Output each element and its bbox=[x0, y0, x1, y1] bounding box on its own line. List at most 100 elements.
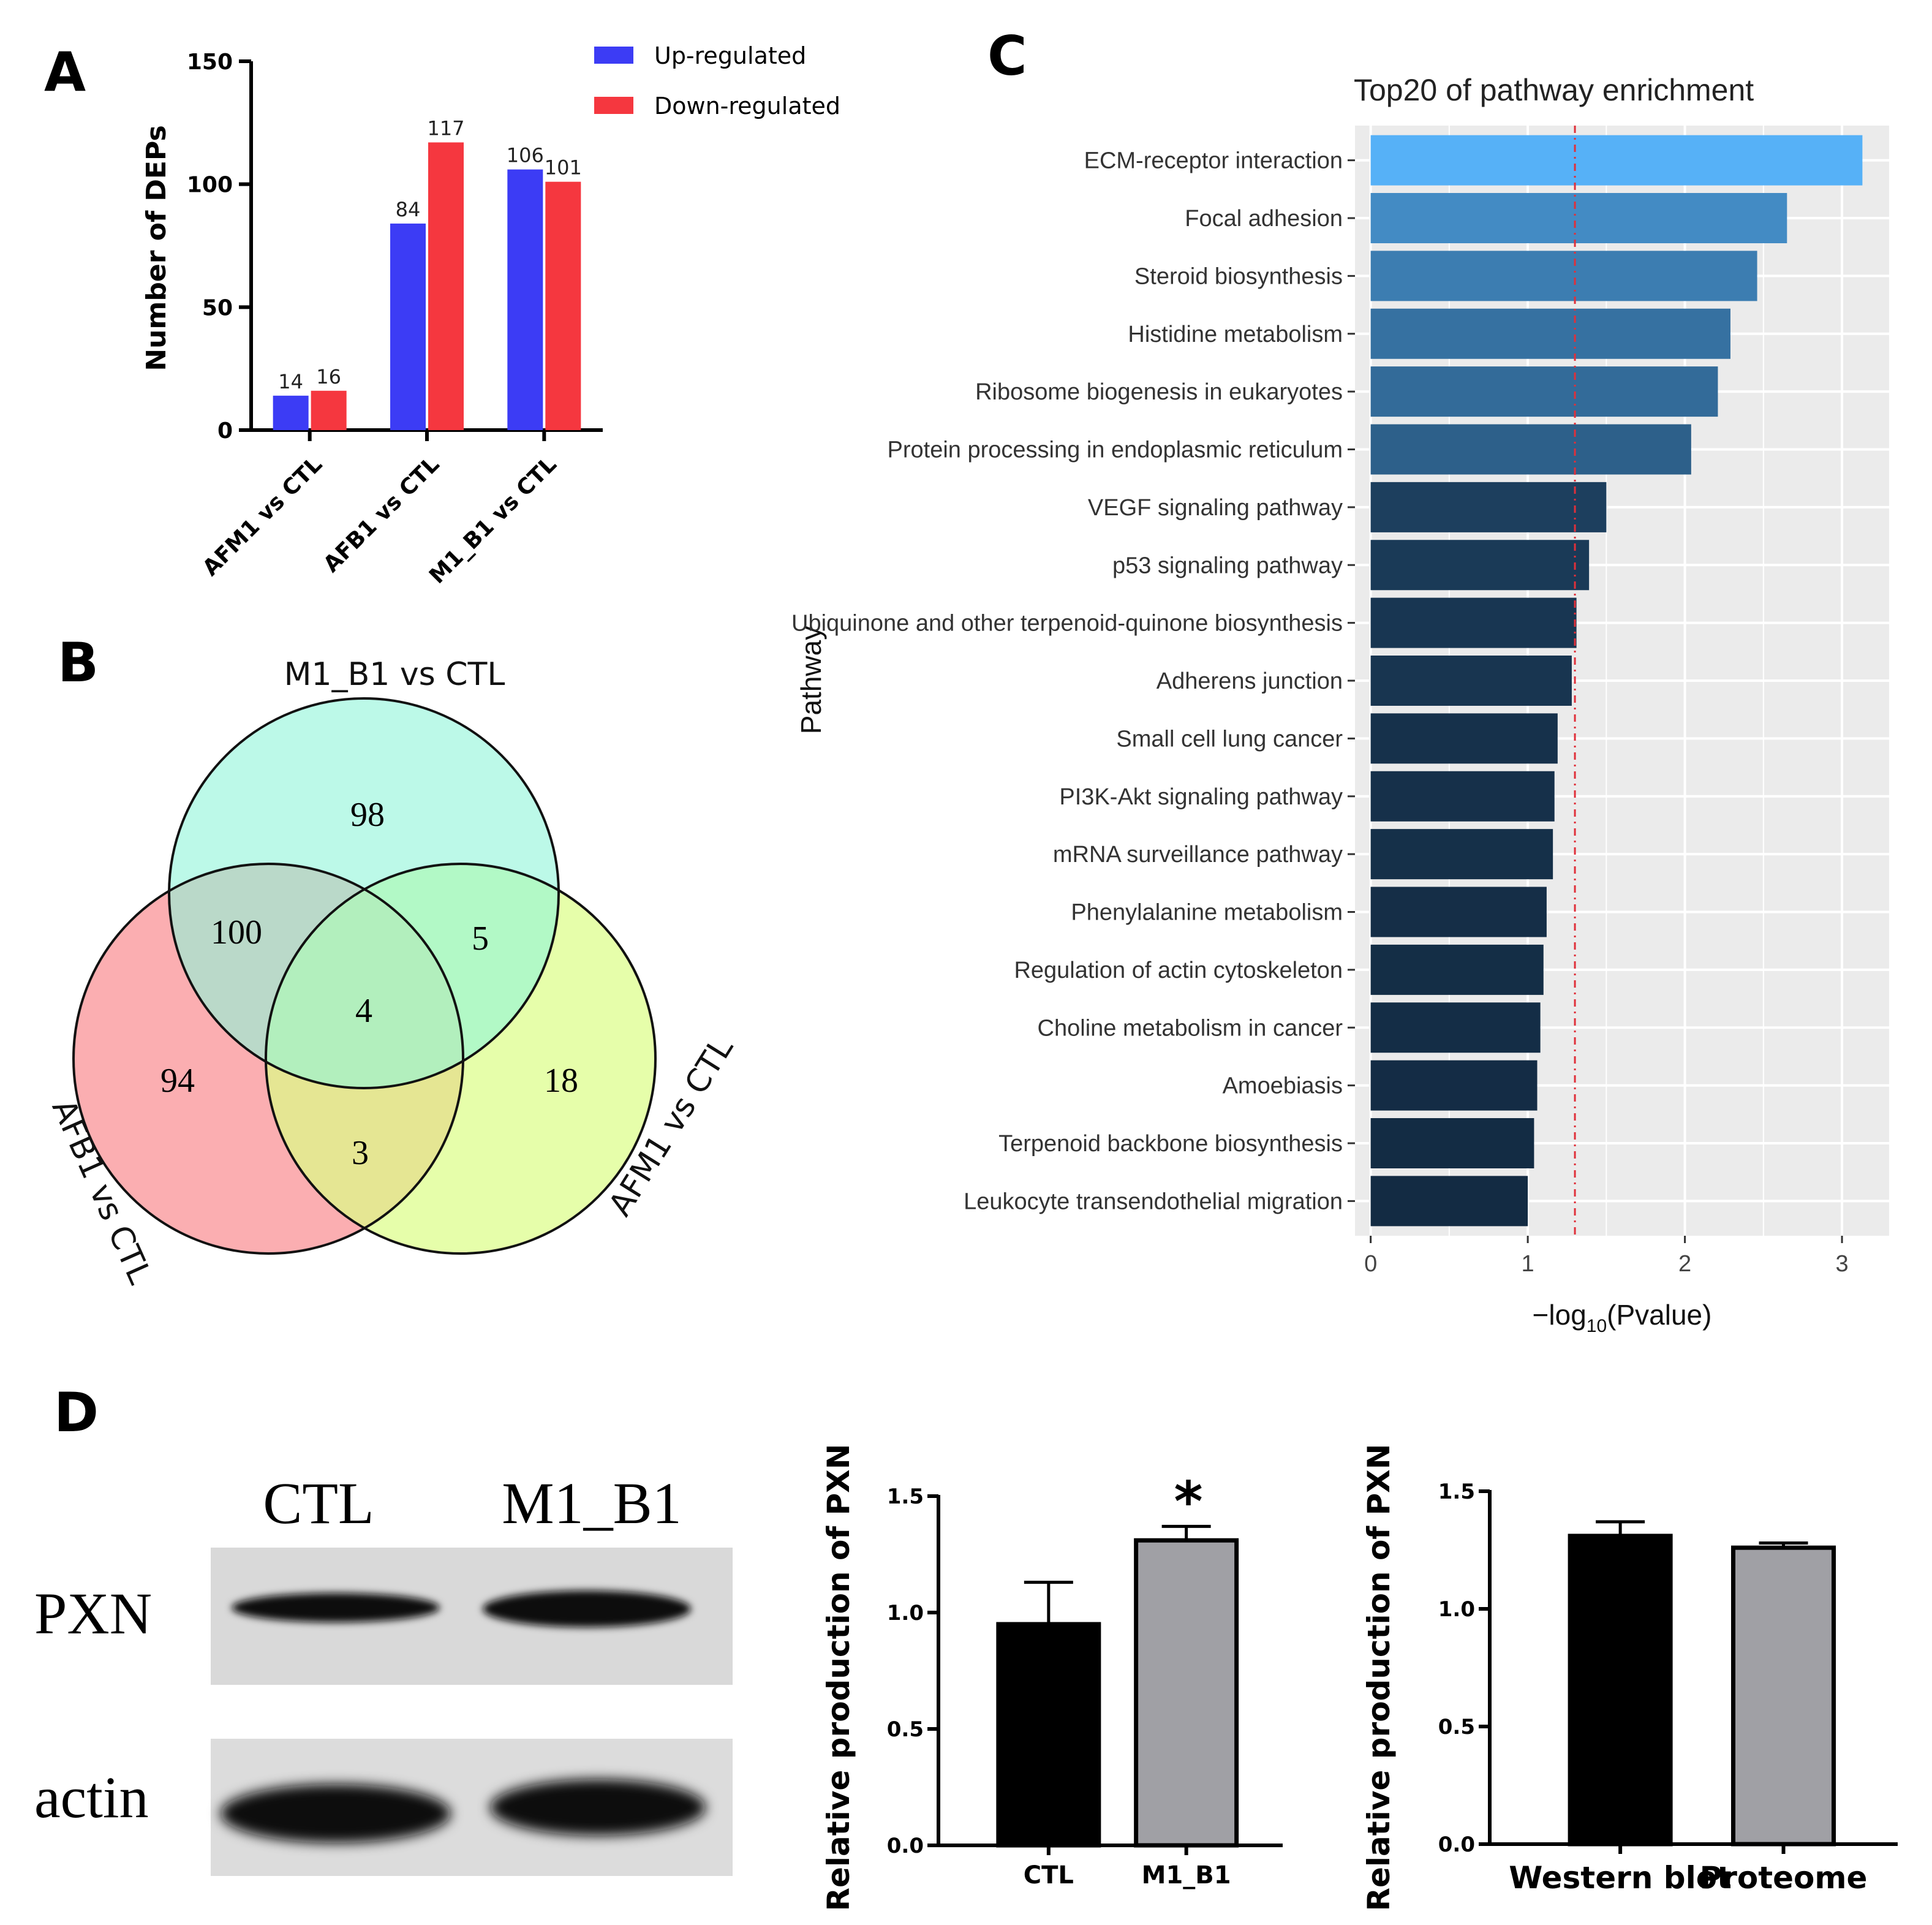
venn-outline-afb1 bbox=[72, 863, 464, 1255]
panel-c-pathway-label: Ribosome biogenesis in eukaryotes bbox=[975, 379, 1343, 405]
panelD1-ytick-label: 0.0 bbox=[887, 1834, 924, 1858]
panel-c-xtick-label: 3 bbox=[1835, 1251, 1848, 1277]
venn-outline-afm1 bbox=[265, 863, 657, 1255]
panel-c-pathway-label: Leukocyte transendothelial migration bbox=[964, 1189, 1343, 1214]
panel-a-bar-value: 101 bbox=[545, 156, 582, 180]
panel-label-b: B bbox=[58, 631, 99, 694]
panelD2-ytick-label: 1.0 bbox=[1438, 1597, 1475, 1622]
panel-c-bar bbox=[1370, 829, 1553, 880]
panel-a-ytick-label: 0 bbox=[217, 418, 233, 444]
venn-region-afm1-only: 18 bbox=[544, 1062, 578, 1100]
panel-a-bar-chart: Number of DEPs Up-regulated Down-regulat… bbox=[141, 42, 840, 589]
panel-c-bar bbox=[1370, 1118, 1534, 1168]
venn-outline-m1b1 bbox=[168, 697, 560, 1089]
panel-c-bar bbox=[1370, 1060, 1538, 1111]
panel-c-pathway-label: Regulation of actin cytoskeleton bbox=[1014, 958, 1343, 983]
panel-c-pathway-label: Amoebiasis bbox=[1223, 1073, 1343, 1099]
blot-row-pxn: PXN bbox=[34, 1581, 152, 1646]
venn-region-afb1-afm1: 3 bbox=[352, 1134, 369, 1172]
panel-c-pathway-label: p53 signaling pathway bbox=[1112, 553, 1343, 578]
panelD2-category-label: Proteome bbox=[1700, 1860, 1868, 1896]
panel-c-xlabel-main: −log bbox=[1533, 1299, 1587, 1331]
panel-c-pathway-label: Adherens junction bbox=[1157, 668, 1343, 694]
panel-c-pathway-label: PI3K-Akt signaling pathway bbox=[1059, 784, 1343, 810]
panel-a-bar bbox=[390, 223, 426, 430]
panel-c-pathway-label: Histidine metabolism bbox=[1128, 322, 1343, 347]
panelD2-ytick-label: 1.5 bbox=[1438, 1480, 1475, 1504]
venn-region-all: 4 bbox=[355, 992, 372, 1030]
panel-c-pathway-label: Focal adhesion bbox=[1185, 206, 1343, 232]
panelD2-ytick-label: 0.5 bbox=[1438, 1715, 1475, 1739]
panel-label-c: C bbox=[987, 25, 1027, 88]
panel-c-pathway-chart: Top20 of pathway enrichment Pathway −log… bbox=[791, 73, 1889, 1336]
venn-circle-m1b1 bbox=[169, 698, 559, 1088]
panelD1-ytick-label: 1.5 bbox=[887, 1484, 924, 1509]
panel-a-bar-value: 117 bbox=[427, 116, 464, 140]
panel-label-d: D bbox=[54, 1381, 99, 1444]
panel-c-bar bbox=[1370, 944, 1544, 995]
panel-a-category-label: M1_B1 vs CTL bbox=[425, 452, 562, 589]
legend-label-up: Up-regulated bbox=[654, 42, 806, 69]
panel-c-bar bbox=[1370, 424, 1691, 475]
panel-c-pathway-label: Steroid biosynthesis bbox=[1134, 263, 1343, 289]
panel-c-pathway-label: Protein processing in endoplasmic reticu… bbox=[888, 437, 1343, 463]
panelD2-ytick-label: 0.0 bbox=[1438, 1832, 1475, 1857]
panel-c-bar bbox=[1370, 713, 1558, 764]
venn-region-afb1-only: 94 bbox=[160, 1062, 195, 1100]
panel-a-bar bbox=[273, 395, 309, 430]
panel-c-bar bbox=[1370, 771, 1555, 822]
panel-a-ytick-label: 100 bbox=[187, 173, 233, 198]
panel-a-bar-value: 14 bbox=[278, 370, 303, 393]
panel-c-xtick-label: 0 bbox=[1364, 1251, 1377, 1277]
panel-c-pathway-label: Phenylalanine metabolism bbox=[1071, 900, 1343, 926]
panel-c-xlabel: −log10(Pvalue) bbox=[1533, 1299, 1712, 1336]
panelD2-bar bbox=[1568, 1534, 1673, 1847]
panel-b-venn: M1_B1 vs CTL AFB1 vs CTL AFM1 vs CTL 98 … bbox=[45, 656, 741, 1289]
panel-c-bar bbox=[1370, 482, 1607, 532]
blot-band-pxn-ctl bbox=[232, 1593, 440, 1622]
blot-band-actin-ctl bbox=[221, 1784, 451, 1843]
panelD1-ytick-label: 0.5 bbox=[887, 1717, 924, 1742]
legend-swatch-down bbox=[594, 97, 633, 114]
panel-a-bar-value: 84 bbox=[396, 198, 421, 221]
panel-c-bar bbox=[1370, 1176, 1528, 1227]
panel-c-bar bbox=[1370, 540, 1590, 591]
panel-c-bar bbox=[1370, 1002, 1541, 1053]
panelD1-ytick-label: 1.0 bbox=[887, 1601, 924, 1625]
panel-d-bar-chart-2: Relative production of PXN 0.0 0.5 1.0 1.5 W… bbox=[1361, 1443, 1898, 1912]
panel-d1-ylabel: Relative production of PXN bbox=[821, 1443, 856, 1911]
venn-region-m1b1-afm1: 5 bbox=[472, 920, 489, 958]
blot-band-actin-m1b1 bbox=[490, 1779, 706, 1836]
blot-band-pxn-m1b1 bbox=[483, 1590, 691, 1627]
panel-c-title: Top20 of pathway enrichment bbox=[1354, 73, 1754, 107]
venn-region-m1b1-afb1: 100 bbox=[211, 913, 262, 951]
panel-c-bar bbox=[1370, 656, 1572, 706]
western-blot: CTL M1_B1 PXN actin bbox=[34, 1470, 733, 1876]
legend-label-down: Down-regulated bbox=[654, 93, 840, 119]
panel-a-category-label: AFB1 vs CTL bbox=[319, 452, 444, 577]
panel-c-xlabel-tail: (Pvalue) bbox=[1607, 1299, 1711, 1331]
panel-a-bar bbox=[428, 142, 464, 430]
panel-c-pathway-label: VEGF signaling pathway bbox=[1088, 495, 1343, 521]
panel-c-pathway-label: Ubiquinone and other terpenoid-quinone b… bbox=[791, 611, 1343, 637]
panel-c-ylabel: Pathway bbox=[795, 626, 827, 734]
panelD1-bar bbox=[996, 1622, 1101, 1848]
panel-c-bar bbox=[1370, 135, 1863, 186]
panel-c-xtick-label: 2 bbox=[1678, 1251, 1691, 1277]
panel-a-bar bbox=[311, 390, 347, 430]
panel-c-pathway-label: Small cell lung cancer bbox=[1116, 726, 1343, 752]
panel-a-category-label: AFM1 vs CTL bbox=[198, 452, 327, 581]
panelD2-bar bbox=[1731, 1545, 1836, 1847]
panel-c-bar bbox=[1370, 887, 1547, 937]
panel-c-bar bbox=[1370, 597, 1577, 648]
panelD1-category-label: CTL bbox=[1024, 1861, 1074, 1889]
panel-c-pathway-label: mRNA surveillance pathway bbox=[1053, 842, 1343, 868]
significance-star: * bbox=[1174, 1470, 1202, 1534]
panel-c-xtick-label: 1 bbox=[1522, 1251, 1534, 1277]
panel-c-pathway-label: ECM-receptor interaction bbox=[1084, 148, 1343, 174]
panel-a-ylabel: Number of DEPs bbox=[141, 125, 172, 371]
panel-label-a: A bbox=[44, 40, 86, 104]
blot-row-actin: actin bbox=[34, 1764, 149, 1830]
panel-c-bar bbox=[1370, 251, 1757, 301]
